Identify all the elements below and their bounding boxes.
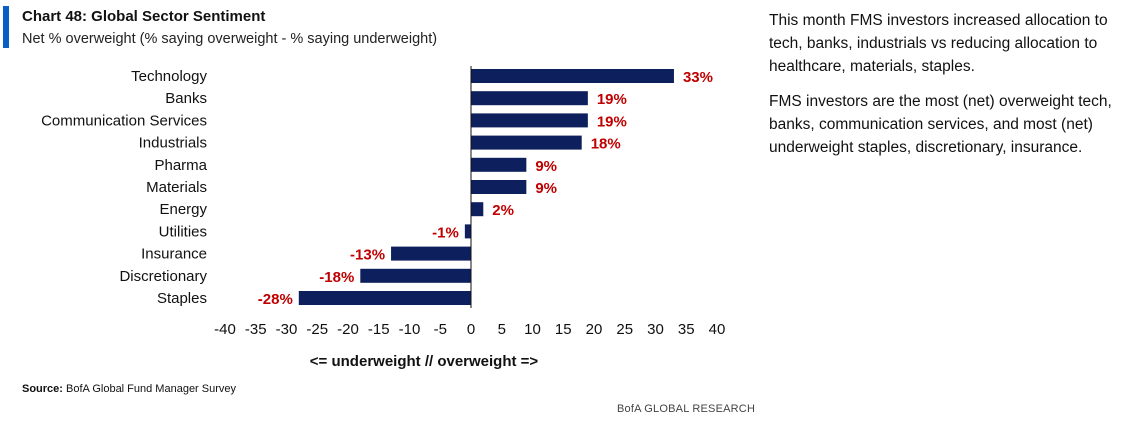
x-tick-label: -5	[434, 321, 447, 338]
x-tick-label: -40	[214, 321, 236, 338]
bar	[471, 69, 674, 83]
value-label: 33%	[683, 69, 713, 86]
category-label: Energy	[159, 201, 207, 218]
value-label: 18%	[591, 136, 621, 153]
x-tick-label: 20	[586, 321, 603, 338]
chart-title: Chart 48: Global Sector Sentiment	[22, 8, 266, 25]
value-label: 9%	[535, 180, 557, 197]
category-label: Discretionary	[119, 268, 207, 285]
category-label: Banks	[165, 90, 207, 107]
x-tick-label: 25	[616, 321, 633, 338]
bar	[391, 246, 471, 261]
value-label: 9%	[535, 158, 557, 175]
value-label: -13%	[350, 247, 385, 264]
source-text: BofA Global Fund Manager Survey	[66, 383, 237, 395]
x-tick-label: 35	[678, 321, 695, 338]
bar	[471, 135, 582, 150]
x-tick-label: -30	[276, 321, 298, 338]
bar	[360, 268, 471, 283]
x-tick-label: -35	[245, 321, 267, 338]
bar	[298, 291, 471, 305]
category-label: Communication Services	[41, 112, 207, 129]
bar	[464, 224, 471, 239]
value-label: 2%	[492, 202, 514, 219]
bar	[471, 113, 588, 128]
category-label: Industrials	[139, 135, 207, 152]
value-label: -18%	[319, 269, 354, 286]
bar-chart: Technology 33% Banks 19% Communication Servi…	[41, 66, 726, 370]
value-label: -1%	[432, 224, 459, 241]
category-label: Pharma	[154, 157, 207, 174]
commentary-panel: This month FMS investors increased alloc…	[769, 9, 1134, 171]
category-label: Technology	[131, 68, 207, 85]
category-label: Insurance	[141, 246, 207, 263]
x-tick-label: -15	[368, 321, 390, 338]
title-accent-bar	[3, 6, 9, 48]
commentary-paragraph: FMS investors are the most (net) overwei…	[769, 93, 1112, 156]
x-tick-label: 15	[555, 321, 572, 338]
commentary-paragraph: This month FMS investors increased alloc…	[769, 12, 1108, 75]
x-tick-label: 30	[647, 321, 664, 338]
category-label: Staples	[157, 290, 207, 307]
x-tick-label: 40	[709, 321, 726, 338]
x-tick-label: 5	[498, 321, 506, 338]
x-tick-label: -20	[337, 321, 359, 338]
x-tick-label: -25	[306, 321, 328, 338]
value-label: 19%	[597, 113, 627, 130]
chart-subtitle: Net % overweight (% saying overweight - …	[22, 31, 438, 47]
value-label: 19%	[597, 91, 627, 108]
value-label: -28%	[258, 291, 293, 308]
source-label: Source:	[22, 383, 63, 395]
source-note: Source: BofA Global Fund Manager Survey	[22, 383, 236, 395]
x-tick-label: -10	[399, 321, 421, 338]
category-label: Materials	[146, 179, 207, 196]
footer-credit: BofA GLOBAL RESEARCH	[617, 403, 756, 415]
bar	[471, 180, 527, 194]
bar	[471, 91, 588, 106]
x-axis-label: <= underweight // overweight =>	[310, 353, 539, 370]
bar	[471, 202, 484, 217]
x-tick-label: 0	[467, 321, 475, 338]
bar	[471, 157, 527, 172]
category-label: Utilities	[159, 223, 207, 240]
x-tick-label: 10	[524, 321, 541, 338]
